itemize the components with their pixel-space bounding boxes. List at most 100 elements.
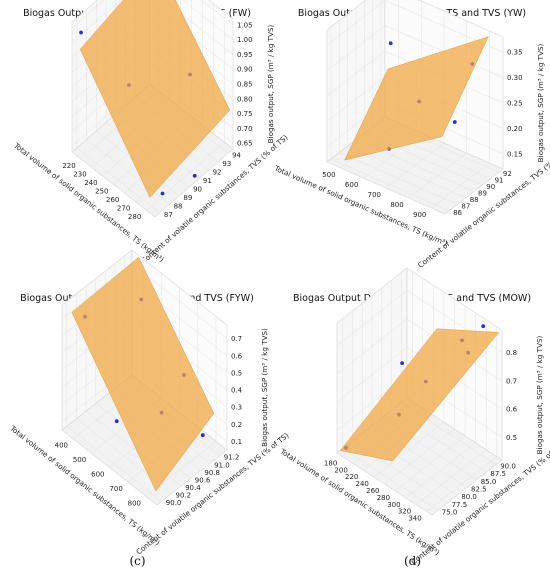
chart-c-x-tick-label: 800 — [128, 499, 141, 507]
chart-b-data-point — [452, 120, 457, 124]
chart-a-x-tick-label: 270 — [117, 205, 130, 213]
chart-c-x-tick-label: 600 — [91, 471, 104, 479]
chart-d-y-tick-label: 90.0 — [500, 463, 516, 471]
chart-b-y-tick-label: 88 — [470, 196, 479, 204]
chart-c-z-tick-label: 0.7 — [231, 335, 242, 343]
chart-b-z-axis-label: Biogas output, SGP (m³ / kg TVS) — [536, 43, 545, 162]
chart-b-x-tick-label: 800 — [390, 201, 403, 209]
chart-c-z-tick-label: 0.2 — [231, 421, 242, 429]
chart-d-x-gridline — [416, 319, 487, 505]
chart-b-y-tick-label: 89 — [478, 190, 487, 198]
chart-a-z-tick-label: 0.80 — [237, 95, 253, 103]
chart-c-z-tick-label: 0.6 — [231, 352, 243, 360]
chart-a-x-tick-label: 220 — [62, 162, 75, 170]
chart-d-fitted-surface — [339, 328, 500, 462]
chart-a-plot: Biogas Output Dependency on TS and TVS (… — [11, 0, 290, 266]
chart-d-y-tick-label: 77.5 — [452, 501, 468, 509]
chart-b-z-tick-label: 0.20 — [507, 125, 523, 133]
chart-a-y-tick-label: 90 — [193, 185, 202, 193]
chart-d-x-tick-label: 240 — [356, 480, 369, 488]
chart-a-x-tick-label: 280 — [128, 213, 141, 221]
chart-d-x-tick-label: 300 — [387, 501, 400, 509]
chart-b-x-tick-label: 500 — [322, 171, 335, 179]
panel-a: Biogas Output Dependency on TS and TVS (… — [0, 0, 290, 285]
chart-c-y-tick-label: 91.0 — [214, 461, 230, 469]
chart-b-z-tick-label: 0.35 — [507, 49, 523, 57]
chart-a-z-gridline — [71, 0, 234, 43]
chart-a-z-tick-label: 0.65 — [237, 140, 253, 148]
chart-d-z-tick-label: 0.5 — [506, 434, 517, 442]
chart-c-data-point — [200, 433, 205, 438]
chart-d-x-tick-label: 180 — [324, 459, 337, 467]
chart-a-z-axis-label: Biogas output, SGP (m³ / kg TVS) — [266, 24, 275, 143]
chart-b-y-tick-label: 87 — [461, 202, 470, 210]
chart-b-y-gridline — [330, 26, 450, 212]
chart-a-fitted-surface — [79, 0, 231, 198]
chart-c-fitted-surface — [71, 256, 215, 492]
chart-b-y-tick-label: 92 — [503, 170, 512, 178]
chart-a-x-tick-label: 230 — [73, 170, 86, 178]
chart-a-y-tick-label: 87 — [164, 211, 173, 219]
chart-d-y-tick-label: 85.0 — [481, 478, 497, 486]
chart-c-y-tick-label: 90.6 — [195, 476, 211, 484]
chart-a-z-tick-label: 0.75 — [237, 110, 253, 118]
chart-a-y-tick-label: 93 — [222, 160, 231, 168]
chart-c-x-tick-label: 400 — [55, 442, 68, 450]
chart-b-fitted-surface — [344, 36, 489, 161]
chart-c-z-axis-label: Biogas output, SGP (m³ / kg TVS) — [260, 328, 269, 447]
chart-a-y-tick-label: 94 — [232, 151, 241, 159]
chart-a-data-point — [192, 173, 197, 178]
chart-a-y-tick-label: 89 — [183, 194, 192, 202]
panel-c: Biogas Output Dependency on TS and TVS (… — [0, 249, 291, 570]
chart-d-y-tick-label: 82.5 — [471, 486, 487, 494]
chart-b-x-tick-label: 600 — [345, 181, 358, 189]
panel-b: Biogas Output Dependency on TS and TVS (… — [272, 0, 550, 285]
chart-d-plot: Biogas Output Dependency on TS and TVS (… — [278, 267, 550, 566]
chart-d-z-gridline — [336, 346, 503, 410]
chart-a-z-tick-label: 0.85 — [237, 81, 253, 89]
chart-d-y-tick-label: 80.0 — [461, 493, 477, 501]
chart-c-y-tick-label: 90.4 — [185, 484, 201, 492]
chart-a-x-tick-label: 250 — [95, 188, 108, 196]
chart-d-x-tick-label: 220 — [345, 473, 358, 481]
chart-c-y-tick-label: 90.8 — [204, 469, 220, 477]
chart-a-x-tick-label: 260 — [106, 196, 119, 204]
chart-a-z-tick-label: 1.05 — [237, 21, 253, 29]
chart-d-x-tick-label: 200 — [334, 466, 347, 474]
chart-a-y-tick-label: 92 — [213, 168, 222, 176]
chart-a-y-tick-label: 88 — [174, 202, 183, 210]
chart-b-y-tick-label: 90 — [486, 183, 495, 191]
chart-d-y-tick-label: 87.5 — [490, 470, 506, 478]
chart-b-y-tick-label: 86 — [453, 209, 462, 217]
chart-d-x-tick-label: 320 — [398, 508, 411, 516]
chart-b-z-tick-label: 0.25 — [507, 100, 523, 108]
chart-d-data-point — [481, 324, 486, 329]
chart-a-z-tick-label: 0.90 — [237, 66, 253, 74]
chart-c-x-gridline — [145, 316, 217, 497]
chart-c-y-gridline — [76, 293, 172, 494]
chart-a-x-gridline — [146, 12, 225, 211]
chart-c-z-tick-label: 0.4 — [231, 387, 243, 395]
chart-c-plot: Biogas Output Dependency on TS and TVS (… — [8, 249, 291, 556]
chart-d-x-tick-label: 260 — [366, 487, 379, 495]
chart-a-data-point — [160, 191, 165, 196]
chart-d-data-point — [400, 361, 404, 365]
chart-d-x-tick-label: 340 — [408, 515, 421, 523]
chart-b-y-tick-label: 91 — [495, 177, 504, 185]
chart-b-y-gridline — [347, 13, 466, 199]
chart-a-data-point — [79, 30, 83, 35]
chart-a-z-tick-label: 1.00 — [237, 36, 253, 44]
chart-c-y-tick-label: 91.2 — [224, 454, 240, 462]
chart-b-y-gridline — [339, 20, 458, 205]
chart-d-y-tick-label: 75.0 — [442, 508, 458, 516]
chart-a-z-tick-label: 0.70 — [237, 125, 253, 133]
chart-b-data-point — [388, 41, 393, 46]
chart-a-y-tick-label: 91 — [203, 177, 212, 185]
chart-a-y-gridline — [76, 17, 161, 213]
chart-d-z-axis-label: Biogas output, SGP (m³ / kg TVS) — [535, 335, 544, 454]
chart-b-x-tick-label: 700 — [368, 191, 381, 199]
chart-c-y-gridline — [66, 301, 162, 502]
chart-c-z-tick-label: 0.3 — [231, 404, 242, 412]
chart-d-z-tick-label: 0.6 — [506, 406, 518, 414]
